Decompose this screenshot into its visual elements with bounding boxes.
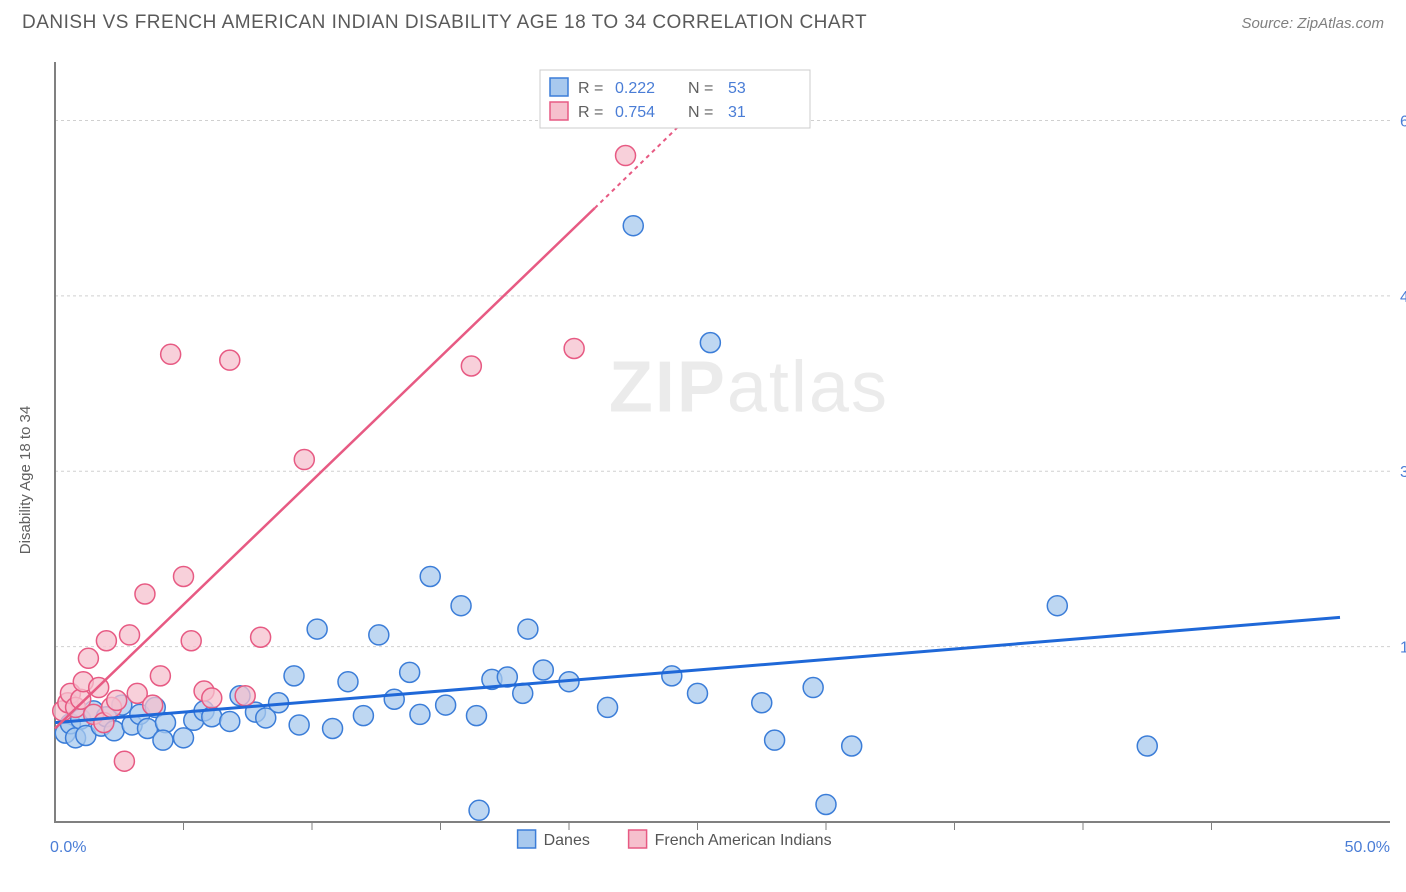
svg-text:60.0%: 60.0%: [1400, 113, 1406, 130]
svg-text:50.0%: 50.0%: [1345, 839, 1390, 856]
correlation-scatter-chart: ZIPatlas Disability Age 18 to 34 15.0% 30.0…: [0, 42, 1406, 882]
data-point: [220, 711, 240, 731]
data-point: [466, 706, 486, 726]
data-point: [469, 800, 489, 820]
data-point: [307, 619, 327, 639]
chart-title: DANISH VS FRENCH AMERICAN INDIAN DISABIL…: [22, 12, 867, 34]
data-point: [451, 596, 471, 616]
data-point: [700, 333, 720, 353]
data-point: [153, 730, 173, 750]
data-point: [662, 666, 682, 686]
data-point: [688, 683, 708, 703]
data-point: [410, 704, 430, 724]
data-point: [752, 693, 772, 713]
svg-text:R =: R =: [578, 80, 603, 97]
svg-text:0.754: 0.754: [615, 104, 655, 121]
svg-text:30.0%: 30.0%: [1400, 464, 1406, 481]
data-point: [1047, 596, 1067, 616]
data-point: [235, 686, 255, 706]
trend-line-french: [55, 208, 595, 728]
data-point: [384, 689, 404, 709]
data-point: [1137, 736, 1157, 756]
svg-text:45.0%: 45.0%: [1400, 289, 1406, 306]
legend-label: French American Indians: [655, 832, 832, 849]
data-point: [150, 666, 170, 686]
data-point: [114, 751, 134, 771]
data-point: [765, 730, 785, 750]
data-point: [420, 566, 440, 586]
svg-text:0.222: 0.222: [615, 80, 655, 97]
data-point: [174, 566, 194, 586]
data-point: [294, 450, 314, 470]
data-point: [353, 706, 373, 726]
data-point: [338, 672, 358, 692]
data-point: [220, 350, 240, 370]
svg-text:53: 53: [728, 80, 746, 97]
y-axis-label: Disability Age 18 to 34: [17, 406, 34, 554]
svg-text:ZIPatlas: ZIPatlas: [609, 348, 889, 428]
svg-text:15.0%: 15.0%: [1400, 640, 1406, 657]
data-point: [564, 338, 584, 358]
data-point: [251, 627, 271, 647]
data-point: [616, 146, 636, 166]
data-point: [284, 666, 304, 686]
data-point: [323, 718, 343, 738]
svg-text:N =: N =: [688, 80, 713, 97]
data-point: [96, 631, 116, 651]
data-point: [623, 216, 643, 236]
data-point: [518, 619, 538, 639]
svg-text:0.0%: 0.0%: [50, 839, 86, 856]
data-point: [161, 344, 181, 364]
data-point: [533, 660, 553, 680]
svg-text:31: 31: [728, 104, 746, 121]
data-point: [400, 662, 420, 682]
data-point: [202, 688, 222, 708]
data-point: [78, 648, 98, 668]
data-point: [803, 678, 823, 698]
svg-text:N =: N =: [688, 104, 713, 121]
data-point: [461, 356, 481, 376]
chart-source: Source: ZipAtlas.com: [1241, 15, 1384, 32]
data-point: [135, 584, 155, 604]
data-point: [289, 715, 309, 735]
legend-swatch: [629, 830, 647, 848]
chart-svg: ZIPatlas Disability Age 18 to 34 15.0% 30.0…: [0, 42, 1406, 882]
data-point: [598, 697, 618, 717]
data-point: [842, 736, 862, 756]
data-point: [174, 728, 194, 748]
data-point: [369, 625, 389, 645]
data-point: [436, 695, 456, 715]
legend-label: Danes: [544, 832, 590, 849]
data-point: [181, 631, 201, 651]
trend-line-danes: [55, 617, 1340, 722]
data-point: [120, 625, 140, 645]
data-point: [816, 794, 836, 814]
data-point: [143, 695, 163, 715]
legend-swatch: [518, 830, 536, 848]
svg-text:R =: R =: [578, 104, 603, 121]
chart-header: DANISH VS FRENCH AMERICAN INDIAN DISABIL…: [0, 0, 1406, 42]
data-point: [107, 690, 127, 710]
